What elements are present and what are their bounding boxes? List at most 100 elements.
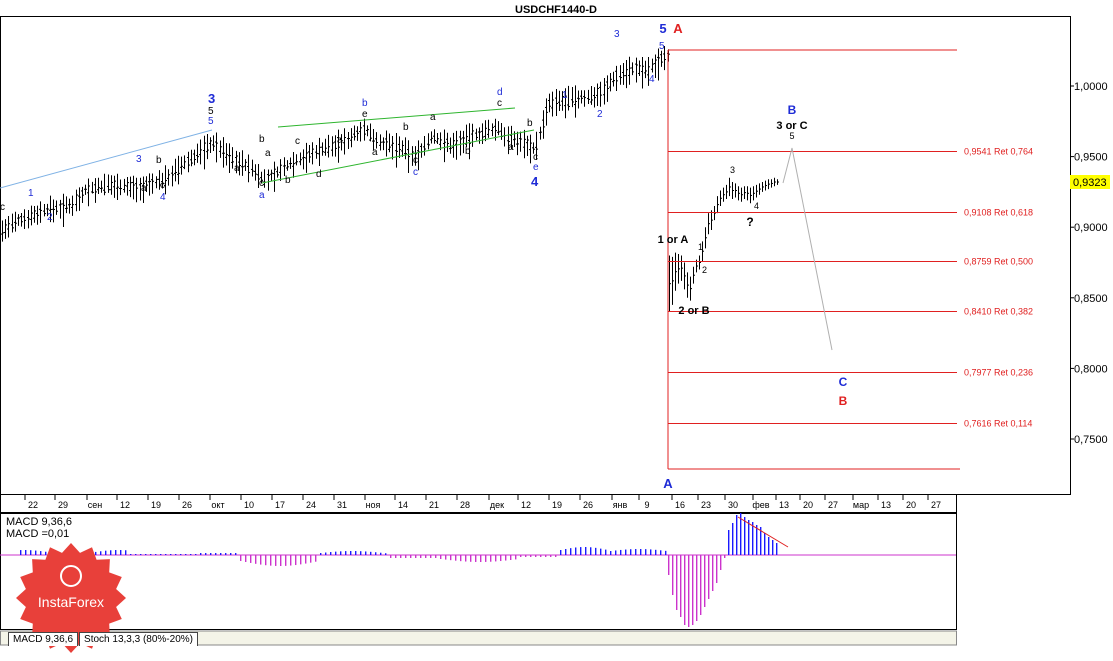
time-tick-label: 20 xyxy=(906,500,916,510)
trend-line-upper-green xyxy=(277,107,516,128)
macd-bar xyxy=(565,549,567,555)
macd-bar xyxy=(405,555,407,558)
macd-bar xyxy=(125,550,127,555)
wave-a-6: a xyxy=(430,112,436,123)
macd-bar xyxy=(320,553,322,555)
macd-bar xyxy=(410,555,412,558)
macd-bar xyxy=(668,555,670,575)
price-tick-label: 0,8000 xyxy=(1074,363,1108,375)
wave-b-5: b xyxy=(465,146,471,157)
wave-2-minor: 2 xyxy=(702,265,707,275)
time-tick-label: 20 xyxy=(803,500,813,510)
wave-5-blue: 5 xyxy=(208,116,214,127)
indicator-tabs: MACD 9,36,6 Stoch 13,3,3 (80%-20%) xyxy=(8,632,199,646)
time-tick-label: сен xyxy=(88,500,103,510)
macd-bar xyxy=(550,555,552,557)
macd-bar xyxy=(340,551,342,555)
macd-bar xyxy=(585,547,587,555)
wave-3-left: 3 xyxy=(136,154,142,165)
macd-bar xyxy=(645,549,647,555)
macd-bar xyxy=(510,555,512,561)
macd-bar xyxy=(185,554,187,555)
macd-bar xyxy=(150,554,152,555)
macd-bar xyxy=(460,555,462,562)
wave-d-1: d xyxy=(316,169,322,180)
macd-bar xyxy=(635,549,637,555)
macd-bar xyxy=(365,551,367,555)
macd-bar xyxy=(190,554,192,555)
trend-line-blue xyxy=(0,129,213,189)
wave-3-minor: 3 xyxy=(730,165,735,175)
macd-bar xyxy=(610,551,612,555)
macd-bar xyxy=(676,555,678,610)
fib-level-label: 0,7977 Ret 0,236 xyxy=(964,368,1033,378)
macd-bar xyxy=(640,549,642,555)
macd-bar xyxy=(505,555,507,561)
macd-bar xyxy=(748,520,750,555)
macd-bar xyxy=(120,550,122,555)
price-axis-labels: 1,0000 0,9500 0,9000 0,8500 0,8000 0,7500 xyxy=(1070,81,1108,446)
macd-bar xyxy=(724,555,726,558)
macd-bar xyxy=(275,555,277,566)
wave-a-2: a xyxy=(234,163,240,174)
wave-1-minor: 1 xyxy=(698,242,703,252)
macd-bar xyxy=(495,555,497,562)
macd-bar xyxy=(165,554,167,555)
macd-panel xyxy=(0,513,957,630)
macd-bar xyxy=(445,555,447,560)
time-tick-label: янв xyxy=(613,500,628,510)
macd-bar xyxy=(230,553,232,555)
macd-bar xyxy=(270,555,272,566)
macd-bar xyxy=(728,530,730,555)
macd-bar xyxy=(400,555,402,558)
time-tick-label: 19 xyxy=(552,500,562,510)
time-tick-label: 12 xyxy=(120,500,130,510)
wave-4-top: 4 xyxy=(649,74,655,85)
macd-bar xyxy=(335,551,337,555)
macd-trend-line xyxy=(737,516,789,548)
wave-3-or-c: 3 or C xyxy=(776,120,807,132)
macd-bar xyxy=(195,554,197,555)
macd-bar xyxy=(255,555,257,564)
macd-bar xyxy=(250,555,252,563)
macd-bar xyxy=(45,551,47,555)
macd-bar xyxy=(655,549,657,555)
time-tick-label: фев xyxy=(752,500,769,510)
macd-bar xyxy=(420,555,422,558)
macd-bar xyxy=(200,553,202,555)
fib-level-label: 0,9541 Ret 0,764 xyxy=(964,147,1033,157)
wave-B-blue: B xyxy=(788,103,797,117)
macd-bar xyxy=(700,555,702,615)
macd-bar xyxy=(40,551,42,555)
current-price-tag xyxy=(1070,175,1110,189)
macd-bar xyxy=(515,555,517,560)
macd-bar xyxy=(665,550,667,555)
time-tick-label: 13 xyxy=(881,500,891,510)
wave-a-7: a xyxy=(508,142,514,153)
macd-bar xyxy=(500,555,502,562)
wave-2-or-b: 2 or B xyxy=(678,305,709,317)
wave-5-major: 5 xyxy=(659,21,666,36)
macd-bar xyxy=(225,553,227,555)
macd-bar xyxy=(280,555,282,566)
tab-macd[interactable]: MACD 9,36,6 xyxy=(8,632,79,646)
wave-a-blue-1: a xyxy=(259,190,265,201)
macd-bar xyxy=(712,555,714,591)
macd-bar xyxy=(570,548,572,555)
time-tick-label: 27 xyxy=(931,500,941,510)
macd-bar xyxy=(260,555,262,565)
macd-bar xyxy=(170,554,172,555)
time-tick-label: 24 xyxy=(306,500,316,510)
macd-bar xyxy=(485,555,487,562)
fib-level-label: 0,7616 Ret 0,114 xyxy=(964,419,1032,429)
time-tick-label: 26 xyxy=(583,500,593,510)
wave-2-left: 2 xyxy=(47,212,53,223)
macd-bar xyxy=(355,551,357,555)
macd-bar xyxy=(375,552,377,555)
macd-bar xyxy=(295,555,297,566)
tab-stoch[interactable]: Stoch 13,3,3 (80%-20%) xyxy=(79,632,198,646)
macd-bar xyxy=(520,555,522,557)
macd-bar xyxy=(370,551,372,555)
wave-5-top: 5 xyxy=(659,41,665,52)
fib-level-label: 0,8759 Ret 0,500 xyxy=(964,257,1033,267)
